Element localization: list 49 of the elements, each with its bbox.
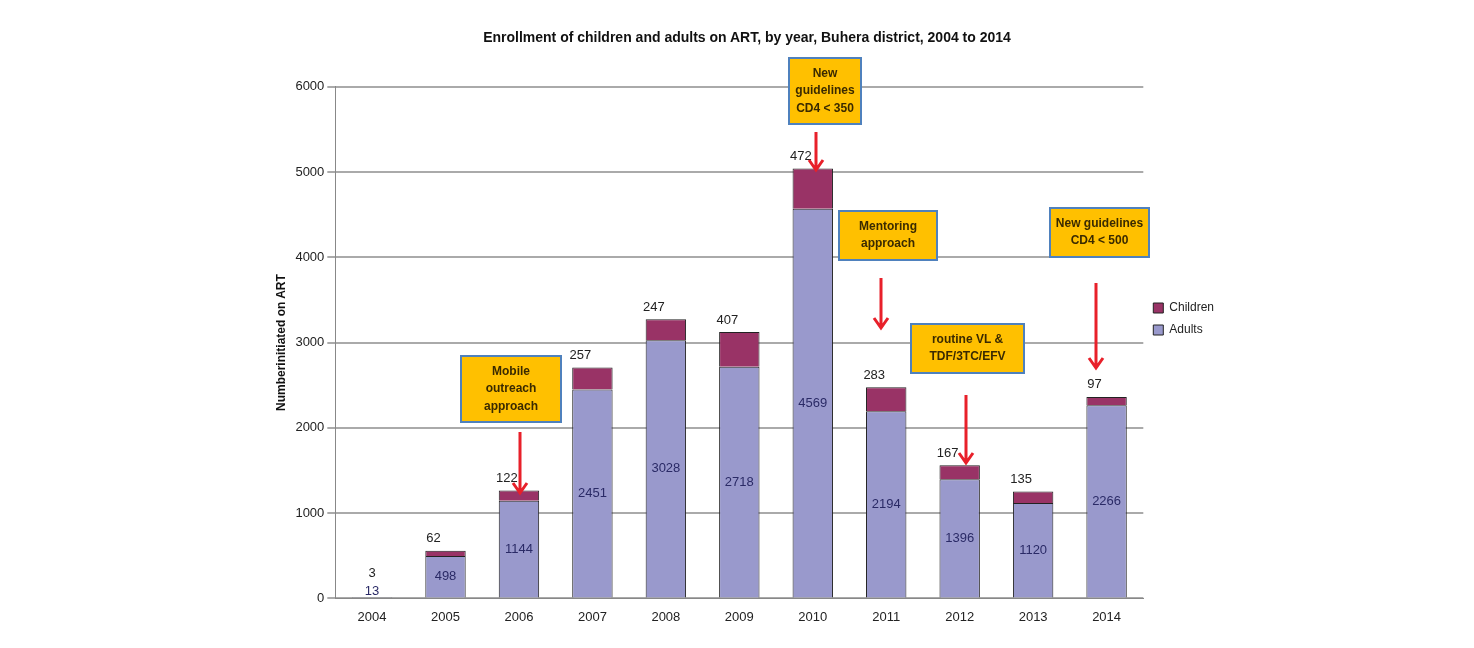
callout-box: New guidelines CD4 < 500 <box>1049 207 1150 258</box>
x-tick-label: 2005 <box>431 608 460 624</box>
callout-box: Mentoring approach <box>838 210 938 261</box>
callout-box: Mobile outreach approach <box>460 355 562 424</box>
x-tick-label: 2012 <box>945 608 975 624</box>
legend-label: Children <box>1169 300 1215 315</box>
data-label: 472 <box>789 148 812 164</box>
data-label: 1396 <box>945 529 975 545</box>
data-label: 2266 <box>1092 492 1122 508</box>
x-tick-label: 2013 <box>1018 608 1048 624</box>
y-tick-label: 4000 <box>295 248 325 264</box>
data-label: 283 <box>863 366 886 382</box>
callout-box: routine VL & TDF/3TC/EFV <box>910 323 1025 374</box>
data-label: 407 <box>716 311 739 327</box>
data-label: 135 <box>1010 470 1032 486</box>
data-label: 4569 <box>798 394 828 410</box>
data-label: 247 <box>643 298 665 314</box>
legend-label: Adults <box>1169 322 1203 337</box>
data-label: 3028 <box>651 460 681 476</box>
x-tick-label: 2009 <box>724 608 754 624</box>
y-tick-label: 3000 <box>295 334 325 350</box>
y-tick-label: 5000 <box>295 163 325 179</box>
y-tick-label: 6000 <box>295 78 325 94</box>
x-tick-label: 2008 <box>651 608 681 624</box>
data-label: 62 <box>426 530 441 546</box>
data-label: 498 <box>434 568 457 584</box>
y-tick-label: 0 <box>317 589 325 605</box>
data-label: 167 <box>936 444 959 460</box>
chart-title: Enrollment of children and adults on ART, by year, Buhera district, 2004 to 2014 <box>483 29 1012 46</box>
data-label: 3 <box>368 564 376 580</box>
data-label: 1120 <box>1019 541 1048 557</box>
x-tick-label: 2007 <box>577 608 607 624</box>
x-tick-label: 2004 <box>357 608 387 624</box>
data-label: 122 <box>496 470 518 486</box>
y-tick-label: 2000 <box>295 419 325 435</box>
data-label: 97 <box>1087 376 1102 392</box>
data-label: 257 <box>569 347 592 363</box>
callout-box: New guidelines CD4 < 350 <box>788 57 862 126</box>
data-label: 13 <box>364 582 380 598</box>
y-tick-label: 1000 <box>295 504 325 520</box>
x-tick-label: 2011 <box>872 608 901 624</box>
data-label: 2451 <box>577 484 607 500</box>
x-tick-label: 2014 <box>1092 608 1122 624</box>
x-tick-label: 2006 <box>504 608 534 624</box>
data-label: 1144 <box>504 540 533 556</box>
data-label: 2194 <box>871 495 901 511</box>
data-label: 2718 <box>724 473 754 489</box>
y-axis-title: Numberinitiated on ART <box>273 273 288 412</box>
x-tick-label: 2010 <box>798 608 828 624</box>
